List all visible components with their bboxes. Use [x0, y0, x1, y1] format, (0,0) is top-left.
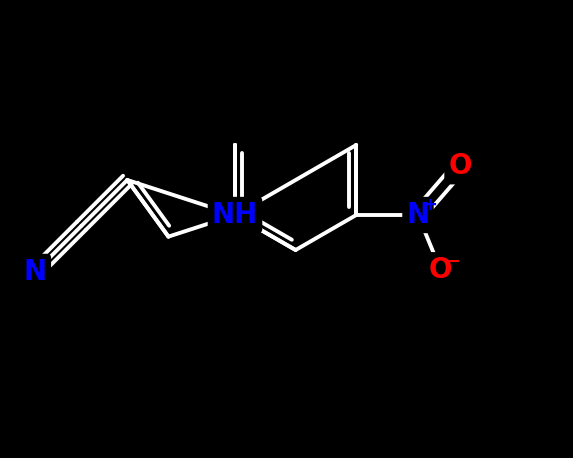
Text: N: N	[406, 201, 430, 229]
Text: NH: NH	[212, 201, 258, 229]
Text: O: O	[449, 152, 472, 180]
Text: +: +	[422, 196, 438, 214]
Text: O: O	[429, 256, 453, 284]
Text: −: −	[445, 253, 460, 271]
Text: N: N	[24, 258, 47, 286]
